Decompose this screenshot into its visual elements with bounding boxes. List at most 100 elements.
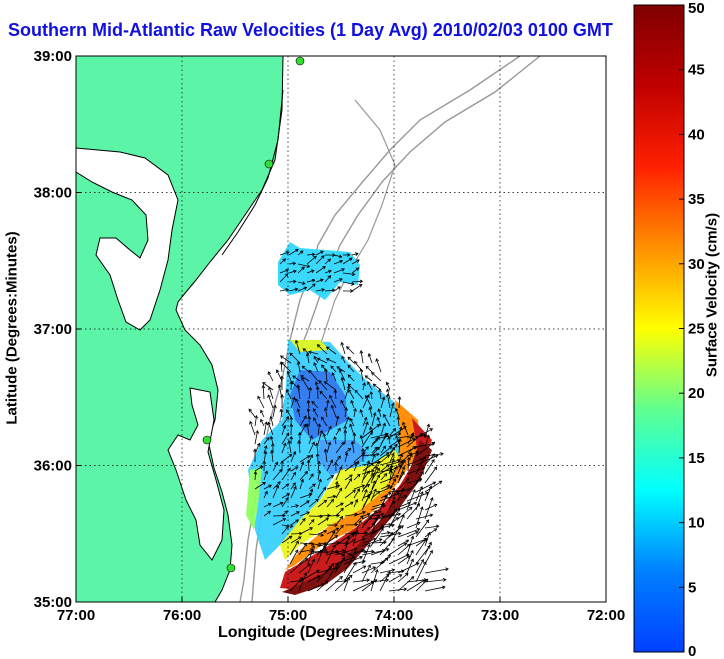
velocity-arrow — [267, 394, 274, 409]
velocity-arrow — [281, 483, 289, 490]
velocity-arrow-head — [374, 446, 378, 451]
velocity-arrow-head — [306, 511, 310, 515]
velocity-arrow-head — [364, 489, 368, 493]
velocity-arrow — [317, 430, 323, 445]
velocity-arrow — [344, 551, 353, 556]
velocity-arrow — [306, 424, 310, 436]
velocity-arrow — [380, 484, 390, 490]
velocity-arrow — [424, 424, 430, 439]
velocity-arrow — [272, 481, 281, 490]
velocity-arrow — [353, 538, 366, 544]
velocity-arrow-head — [273, 404, 277, 409]
velocity-arrow — [298, 563, 311, 574]
velocity-arrow — [302, 348, 310, 355]
velocity-arrow — [379, 524, 395, 529]
velocity-arrow — [361, 490, 373, 511]
velocity-arrow — [351, 280, 363, 283]
velocity-arrow — [362, 513, 370, 517]
velocity-arrow — [415, 491, 424, 511]
velocity-arrow-head — [338, 368, 343, 373]
velocity-arrow — [397, 562, 420, 574]
velocity-arrow — [301, 365, 310, 373]
velocity-arrow — [289, 540, 299, 556]
velocity-arrow-head — [308, 369, 313, 374]
velocity-arrow-head — [313, 255, 317, 260]
velocity-arrow — [397, 502, 417, 511]
velocity-arrow-head — [289, 435, 294, 440]
velocity-arrow-head — [341, 441, 345, 446]
velocity-region-core — [290, 370, 348, 440]
velocity-arrow — [424, 435, 430, 448]
velocity-arrow-head — [294, 466, 299, 470]
velocity-arrow — [415, 578, 429, 592]
colorbar — [633, 4, 685, 653]
velocity-arrow-head — [346, 536, 351, 540]
velocity-arrow-head — [305, 352, 310, 357]
velocity-arrow-head — [369, 426, 373, 430]
velocity-arrow — [351, 267, 359, 274]
velocity-arrow — [348, 389, 355, 400]
velocity-arrow-head — [295, 248, 299, 253]
velocity-arrow — [352, 580, 374, 592]
velocity-arrow — [326, 346, 337, 355]
velocity-arrow — [286, 409, 292, 418]
velocity-arrow — [367, 381, 373, 391]
velocity-arrow — [398, 495, 407, 499]
velocity-arrow-head — [318, 478, 322, 483]
velocity-arrow-head — [374, 516, 378, 521]
velocity-arrow — [281, 526, 289, 535]
velocity-arrow — [361, 430, 373, 448]
velocity-arrow — [379, 486, 393, 493]
velocity-arrow-head — [376, 416, 381, 421]
velocity-arrow-head — [330, 475, 335, 479]
velocity-arrow-head — [306, 264, 311, 268]
colorbar-tick-label: 30 — [688, 256, 705, 273]
y-axis-label: Latitude (Degrees:Minutes) — [3, 231, 21, 425]
velocity-arrow-head — [348, 574, 353, 579]
velocity-arrow-head — [385, 452, 390, 456]
velocity-arrow-head — [367, 564, 371, 568]
velocity-arrow — [290, 472, 296, 481]
velocity-arrow-head — [396, 439, 401, 443]
velocity-arrow — [346, 346, 355, 355]
velocity-arrow-head — [277, 481, 281, 485]
velocity-arrow-head — [260, 409, 264, 414]
velocity-arrow-head — [397, 432, 402, 436]
velocity-arrow-head — [403, 426, 407, 430]
velocity-arrow-head — [368, 406, 373, 411]
velocity-arrow — [324, 275, 331, 283]
velocity-arrow-head — [285, 483, 290, 488]
velocity-arrow-head — [301, 266, 305, 271]
velocity-arrow-head — [302, 348, 307, 352]
velocity-arrow-head — [280, 355, 284, 359]
velocity-arrow-head — [387, 554, 392, 559]
velocity-arrow — [365, 395, 373, 409]
velocity-arrow-head — [299, 250, 304, 254]
velocity-arrow-head — [366, 512, 371, 517]
velocity-arrow — [343, 556, 363, 565]
velocity-arrow — [260, 410, 265, 418]
velocity-arrow — [326, 459, 333, 472]
velocity-arrow-head — [323, 381, 328, 385]
velocity-arrow — [353, 515, 364, 526]
colorbar-tick-label: 0 — [688, 643, 696, 659]
velocity-arrow — [352, 520, 362, 538]
velocity-arrow — [371, 438, 378, 445]
velocity-arrow-head — [382, 445, 386, 450]
velocity-arrow-head — [347, 253, 351, 257]
velocity-arrow-head — [420, 491, 424, 495]
velocity-arrow-head — [438, 480, 443, 485]
velocity-arrow — [370, 474, 380, 493]
velocity-arrow-head — [440, 452, 444, 456]
velocity-arrow-head — [325, 346, 330, 350]
velocity-arrow — [388, 489, 405, 493]
velocity-arrow-head — [347, 356, 352, 361]
velocity-arrow-head — [267, 510, 272, 515]
velocity-arrow — [380, 532, 390, 535]
velocity-arrow — [329, 395, 337, 409]
velocity-arrow — [361, 510, 377, 529]
velocity-arrow — [281, 468, 291, 481]
velocity-arrow-head — [263, 445, 268, 449]
velocity-arrow — [263, 437, 270, 445]
velocity-arrow-head — [334, 480, 339, 485]
